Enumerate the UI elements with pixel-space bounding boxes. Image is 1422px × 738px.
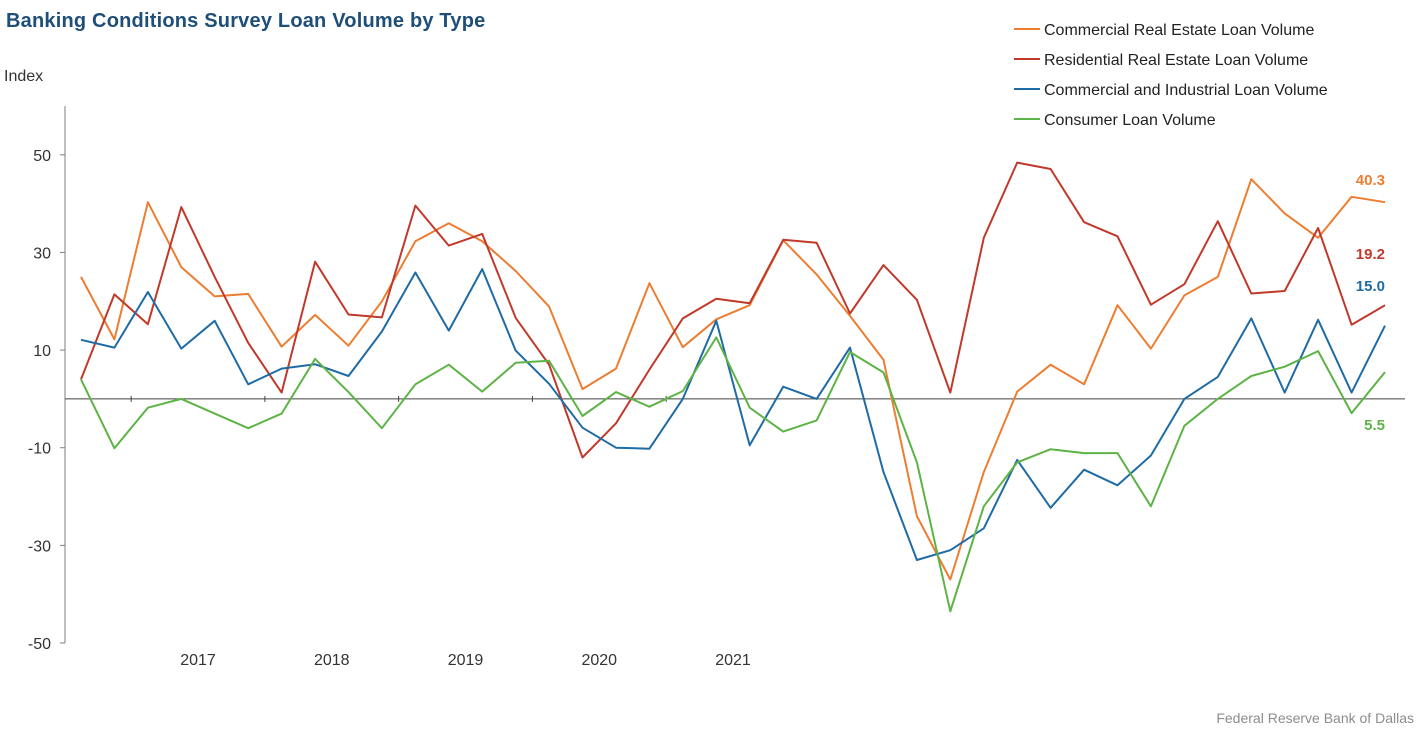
legend-entry: Commercial Real Estate Loan Volume bbox=[1044, 22, 1314, 39]
chart-title: Banking Conditions Survey Loan Volume by… bbox=[6, 10, 486, 32]
y-tick-label: 30 bbox=[33, 245, 51, 262]
y-tick-label: 50 bbox=[33, 148, 51, 165]
y-tick-label: 10 bbox=[33, 343, 51, 360]
x-tick-label: 2017 bbox=[180, 652, 216, 669]
legend-entry: Consumer Loan Volume bbox=[1044, 112, 1216, 129]
series-end-label: 40.3 bbox=[1356, 172, 1385, 189]
series-line bbox=[80, 268, 1386, 561]
legend-entry: Commercial and Industrial Loan Volume bbox=[1044, 82, 1328, 99]
series-line bbox=[80, 336, 1386, 613]
x-tick-label: 2020 bbox=[581, 652, 617, 669]
y-axis-label: Index bbox=[4, 68, 44, 85]
series-lines bbox=[80, 161, 1386, 613]
source-note: Federal Reserve Bank of Dallas bbox=[1216, 710, 1414, 726]
legend-entry: Residential Real Estate Loan Volume bbox=[1044, 52, 1308, 69]
x-tick-label: 2019 bbox=[448, 652, 484, 669]
y-tick-label: -50 bbox=[28, 636, 51, 653]
series-line bbox=[80, 161, 1386, 459]
legend: Commercial Real Estate Loan Volume Reside… bbox=[1014, 22, 1328, 129]
x-tick-label: 2018 bbox=[314, 652, 350, 669]
series-end-label: 15.0 bbox=[1356, 278, 1385, 295]
series-end-label: 19.2 bbox=[1356, 246, 1385, 263]
y-tick-label: -30 bbox=[28, 538, 51, 555]
end-labels: 40.3 19.2 15.0 5.5 bbox=[1356, 172, 1385, 434]
y-tick-label: -10 bbox=[28, 441, 51, 458]
axes: 50 30 10 -10 -30 -50 2017 2018 2019 2020 2021 bbox=[28, 106, 1405, 669]
series-end-label: 5.5 bbox=[1364, 417, 1385, 434]
x-tick-label: 2021 bbox=[715, 652, 751, 669]
